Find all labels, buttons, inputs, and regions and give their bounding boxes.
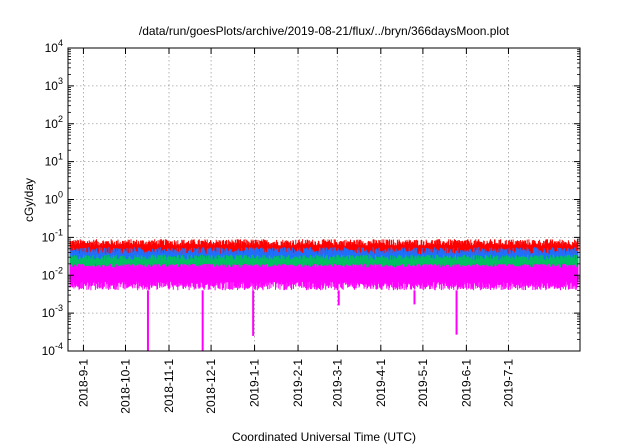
x-axis-label: Coordinated Universal Time (UTC) — [232, 430, 416, 444]
x-tick-label: 2019-6-1 — [459, 359, 473, 407]
y-tick-label: 100 — [45, 190, 63, 207]
x-tick-label: 2019-7-1 — [501, 359, 515, 407]
x-tick-label: 2019-1-1 — [248, 359, 262, 407]
x-tick-labels: 2018-9-1 2018-10-1 2018-11-1 2018-12-1 2019-… — [76, 359, 515, 414]
y-tick-label: 104 — [45, 38, 63, 55]
y-tick-label: 103 — [45, 76, 63, 93]
chart-title: /data/run/goesPlots/archive/2019-08-21/f… — [139, 24, 510, 38]
x-tick-label: 2019-4-1 — [374, 359, 388, 407]
y-tick-label: 101 — [45, 152, 63, 169]
y-tick-label: 10-2 — [42, 265, 63, 282]
y-tick-label: 102 — [45, 114, 63, 131]
x-tick-label: 2019-2-1 — [291, 359, 305, 407]
x-tick-label: 2018-10-1 — [119, 359, 133, 414]
y-tick-label: 10-4 — [42, 341, 63, 358]
y-tick-labels: 10-4 10-3 10-2 10-1 100 101 102 103 104 — [42, 38, 63, 358]
y-axis-label: cGy/day — [22, 178, 36, 222]
x-tick-label: 2019-3-1 — [330, 359, 344, 407]
x-tick-label: 2018-12-1 — [204, 359, 218, 414]
x-tick-label: 2018-11-1 — [162, 359, 176, 413]
y-tick-label: 10-3 — [42, 303, 63, 320]
x-tick-label: 2019-5-1 — [416, 359, 430, 407]
y-tick-label: 10-1 — [42, 227, 63, 244]
x-tick-label: 2018-9-1 — [76, 359, 90, 407]
